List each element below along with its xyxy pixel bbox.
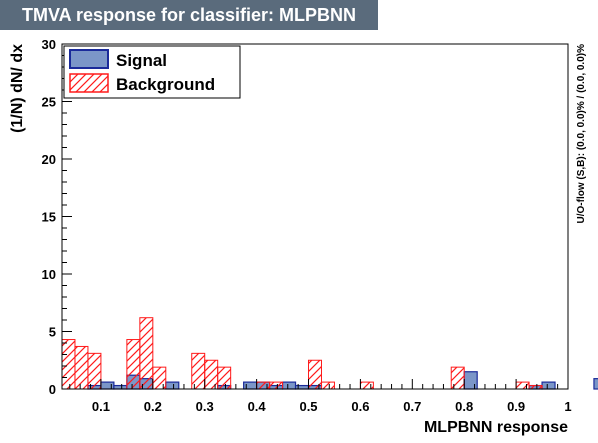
x-tick-label: 0.8 — [455, 399, 473, 414]
x-tick-label: 1 — [564, 399, 571, 414]
signal-bar — [593, 378, 598, 390]
background-bar — [87, 352, 102, 390]
background-bar — [152, 366, 167, 390]
x-tick-label: 0.5 — [299, 399, 317, 414]
background-bar — [61, 339, 76, 390]
legend-background-label: Background — [116, 75, 215, 94]
background-bar — [450, 366, 465, 390]
background-bar — [515, 381, 530, 390]
signal-bar — [113, 384, 128, 390]
background-bar — [139, 317, 154, 390]
x-tick-label: 0.1 — [92, 399, 110, 414]
background-bar — [528, 385, 543, 390]
y-tick-label: 10 — [42, 267, 56, 282]
y-tick-label: 30 — [42, 37, 56, 52]
background-bar — [126, 339, 141, 390]
background-bar — [204, 359, 219, 390]
background-bar — [308, 359, 322, 390]
x-tick-label: 0.9 — [507, 399, 525, 414]
background-bar — [320, 381, 335, 390]
x-tick-label: 0.4 — [248, 399, 267, 414]
signal-bar — [294, 384, 310, 390]
y-tick-label: 15 — [42, 210, 56, 225]
y-tick-label: 20 — [42, 152, 56, 167]
signal-bar — [243, 381, 258, 390]
y-tick-label: 5 — [49, 325, 56, 340]
legend-signal-label: Signal — [116, 51, 167, 70]
x-tick-label: 0.3 — [196, 399, 214, 414]
background-bar — [359, 381, 374, 390]
legend-signal-swatch — [69, 49, 109, 69]
signal-bar — [541, 381, 556, 390]
signal-bar — [463, 371, 478, 390]
background-bar — [269, 381, 284, 390]
y-tick-label: 25 — [42, 95, 56, 110]
x-tick-label: 0.2 — [144, 399, 162, 414]
axes: 0 5 10 15 20 25 30 0.1 0.2 0.3 0.4 0.5 0.6 0.7 0.8 0.9 1 — [42, 37, 572, 414]
background-bar — [74, 345, 89, 390]
overflow-note: U/O-flow (S,B): (0.0, 0.0)% / (0.0, 0.0)… — [576, 44, 587, 224]
x-tick-label: 0.6 — [351, 399, 369, 414]
y-tick-label: 0 — [49, 382, 56, 397]
signal-bar — [281, 381, 297, 390]
x-axis-label: MLPBNN response — [424, 419, 568, 436]
legend: Signal Background — [63, 45, 241, 99]
legend-background-swatch — [69, 73, 109, 93]
background-bar — [256, 381, 271, 390]
x-tick-label: 0.7 — [403, 399, 421, 414]
y-axis-label: (1/N) dN/ dx — [9, 44, 26, 133]
signal-bar — [100, 381, 115, 390]
background-bar — [191, 352, 206, 390]
signal-bar — [165, 381, 180, 390]
background-bar — [217, 366, 232, 390]
chart-title: TMVA response for classifier: MLPBNN — [0, 0, 378, 30]
